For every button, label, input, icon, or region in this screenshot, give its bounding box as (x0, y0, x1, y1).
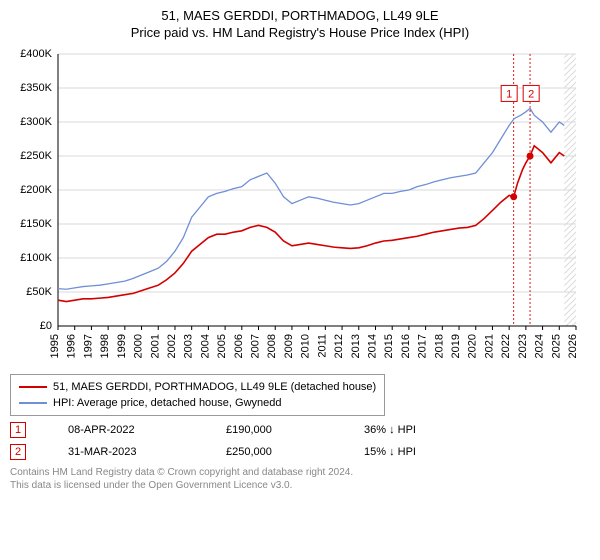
svg-text:2001: 2001 (149, 334, 161, 358)
sale-price: £250,000 (226, 446, 336, 458)
svg-text:2006: 2006 (233, 334, 245, 358)
sale-pct: 36% ↓ HPI (364, 424, 474, 436)
svg-text:2000: 2000 (133, 334, 145, 358)
sale-date: 08-APR-2022 (68, 424, 198, 436)
svg-text:£200K: £200K (20, 184, 52, 196)
svg-text:2026: 2026 (567, 334, 579, 358)
svg-text:1: 1 (506, 88, 512, 100)
sale-marker-box: 2 (10, 444, 26, 460)
svg-text:1999: 1999 (116, 334, 128, 358)
svg-text:2005: 2005 (216, 334, 228, 358)
svg-text:2022: 2022 (500, 334, 512, 358)
svg-text:2017: 2017 (417, 334, 429, 358)
legend-label: HPI: Average price, detached house, Gwyn… (53, 395, 282, 411)
sale-row: 1 08-APR-2022 £190,000 36% ↓ HPI (10, 422, 590, 438)
svg-text:£300K: £300K (20, 116, 52, 128)
svg-text:£50K: £50K (26, 286, 52, 298)
svg-text:2025: 2025 (550, 334, 562, 358)
svg-text:£250K: £250K (20, 150, 52, 162)
svg-text:2010: 2010 (300, 334, 312, 358)
svg-text:£400K: £400K (20, 48, 52, 60)
sale-date: 31-MAR-2023 (68, 446, 198, 458)
svg-text:2021: 2021 (483, 334, 495, 358)
svg-text:2004: 2004 (199, 334, 211, 358)
sale-row: 2 31-MAR-2023 £250,000 15% ↓ HPI (10, 444, 590, 460)
svg-text:2016: 2016 (400, 334, 412, 358)
svg-text:2003: 2003 (183, 334, 195, 358)
legend-swatch (19, 386, 47, 388)
svg-text:2020: 2020 (467, 334, 479, 358)
svg-text:£0: £0 (40, 320, 52, 332)
svg-text:1997: 1997 (82, 334, 94, 358)
sales-table: 1 08-APR-2022 £190,000 36% ↓ HPI 2 31-MAR-202… (10, 422, 590, 460)
svg-text:2015: 2015 (383, 334, 395, 358)
footer-note: Contains HM Land Registry data © Crown c… (10, 466, 590, 492)
svg-text:1995: 1995 (49, 334, 61, 358)
svg-text:2: 2 (528, 88, 534, 100)
svg-text:£150K: £150K (20, 218, 52, 230)
svg-text:2013: 2013 (350, 334, 362, 358)
svg-text:1996: 1996 (66, 334, 78, 358)
svg-text:2023: 2023 (517, 334, 529, 358)
sale-price: £190,000 (226, 424, 336, 436)
chart-area: £0 £50K £100K £150K £200K £250K £300K £350K £400… (10, 48, 590, 368)
title-sub: Price paid vs. HM Land Registry's House … (10, 25, 590, 40)
line-chart: £0 £50K £100K £150K £200K £250K £300K £350K £400… (10, 48, 590, 368)
svg-text:2018: 2018 (433, 334, 445, 358)
chart-titles: 51, MAES GERDDI, PORTHMADOG, LL49 9LE Pr… (10, 8, 590, 40)
legend-label: 51, MAES GERDDI, PORTHMADOG, LL49 9LE (d… (53, 379, 376, 395)
legend-item: HPI: Average price, detached house, Gwyn… (19, 395, 376, 411)
svg-text:2008: 2008 (266, 334, 278, 358)
svg-text:£350K: £350K (20, 82, 52, 94)
svg-text:2014: 2014 (366, 334, 378, 358)
title-main: 51, MAES GERDDI, PORTHMADOG, LL49 9LE (10, 8, 590, 23)
svg-text:£100K: £100K (20, 252, 52, 264)
svg-text:2002: 2002 (166, 334, 178, 358)
legend-item: 51, MAES GERDDI, PORTHMADOG, LL49 9LE (d… (19, 379, 376, 395)
legend-swatch (19, 402, 47, 404)
footer-line-1: Contains HM Land Registry data © Crown c… (10, 466, 590, 479)
svg-text:2009: 2009 (283, 334, 295, 358)
sale-pct: 15% ↓ HPI (364, 446, 474, 458)
svg-text:2019: 2019 (450, 334, 462, 358)
legend: 51, MAES GERDDI, PORTHMADOG, LL49 9LE (d… (10, 374, 385, 416)
svg-text:2012: 2012 (333, 334, 345, 358)
svg-text:2011: 2011 (316, 334, 328, 358)
sale-marker-box: 1 (10, 422, 26, 438)
svg-text:2007: 2007 (250, 334, 262, 358)
svg-text:2024: 2024 (534, 334, 546, 358)
svg-text:1998: 1998 (99, 334, 111, 358)
footer-line-2: This data is licensed under the Open Gov… (10, 479, 590, 492)
